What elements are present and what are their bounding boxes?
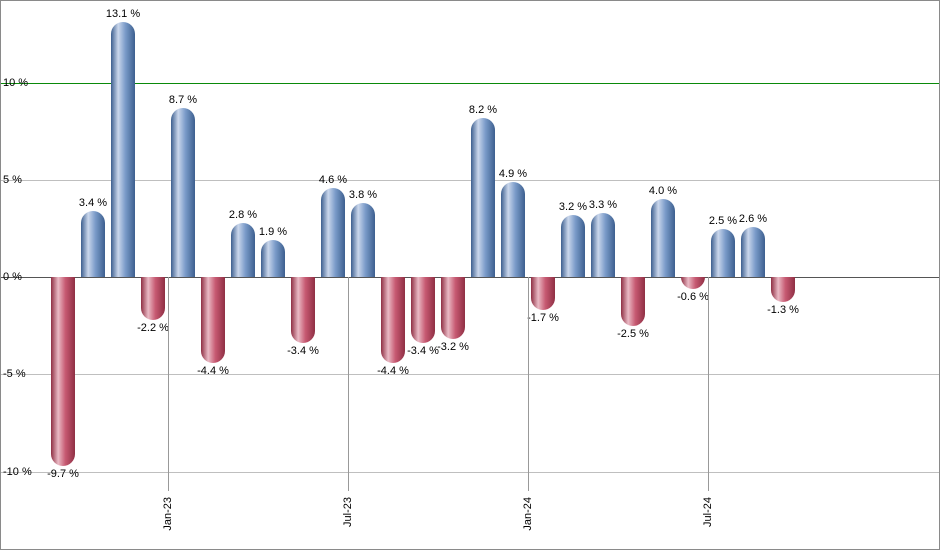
x-axis-tick [348,277,349,491]
bar-value-label: 2.5 % [709,215,737,227]
bar-value-label: -1.3 % [767,304,799,316]
bar [51,277,75,466]
bar-value-label: 8.7 % [169,94,197,106]
bar [261,240,285,277]
gridline [1,180,939,181]
bar-value-label: 1.9 % [259,226,287,238]
y-axis-label: -10 % [3,466,32,478]
bar [681,277,705,289]
x-axis-label: Jan-24 [522,497,534,531]
bar [351,203,375,277]
bar [711,229,735,278]
x-axis-tick [708,277,709,491]
bar [741,227,765,278]
bar-value-label: 4.9 % [499,168,527,180]
gridline [1,472,939,473]
bar-value-label: 2.8 % [229,209,257,221]
x-axis-label: Jul-24 [702,497,714,527]
bar-value-label: -2.2 % [137,322,169,334]
bar-value-label: -3.4 % [407,345,439,357]
x-axis-tick [168,277,169,491]
bar [231,223,255,277]
bar [531,277,555,310]
bar [501,182,525,277]
bar-value-label: -4.4 % [197,365,229,377]
bar [81,211,105,277]
bar [111,22,135,277]
bar-value-label: -2.5 % [617,328,649,340]
y-axis-label: -5 % [3,368,26,380]
gridline [1,83,939,84]
bar [381,277,405,363]
bar-value-label: 3.3 % [589,199,617,211]
bar [171,108,195,277]
bar [441,277,465,339]
bar [141,277,165,320]
bar-value-label: -1.7 % [527,312,559,324]
bar [321,188,345,277]
bar-value-label: 13.1 % [106,8,140,20]
y-axis-label: 5 % [3,174,22,186]
bar [471,118,495,277]
bar-value-label: 3.8 % [349,189,377,201]
bar [591,213,615,277]
bar [291,277,315,343]
bar-value-label: -3.4 % [287,345,319,357]
bar-value-label: -3.2 % [437,341,469,353]
bar-value-label: 4.6 % [319,174,347,186]
bar-value-label: -0.6 % [677,291,709,303]
bar-value-label: 2.6 % [739,213,767,225]
y-axis-label: 10 % [3,77,28,89]
bar [411,277,435,343]
bar-value-label: 3.2 % [559,201,587,213]
percent-change-bar-chart: -10 % -5 % 0 % 5 % 10 % -9.7 % 3.4 % 13.1 % -2.2… [0,0,940,550]
y-axis-label: 0 % [3,271,22,283]
bar-value-label: 4.0 % [649,185,677,197]
bar [771,277,795,302]
gridline [1,374,939,375]
bar-value-label: 3.4 % [79,197,107,209]
bar [651,199,675,277]
x-axis-label: Jan-23 [162,497,174,531]
x-axis-tick [528,277,529,491]
x-axis-label: Jul-23 [342,497,354,527]
bar [621,277,645,326]
bar [561,215,585,277]
bar-value-label: -4.4 % [377,365,409,377]
bar-value-label: -9.7 % [47,468,79,480]
bar-value-label: 8.2 % [469,104,497,116]
bar [201,277,225,363]
